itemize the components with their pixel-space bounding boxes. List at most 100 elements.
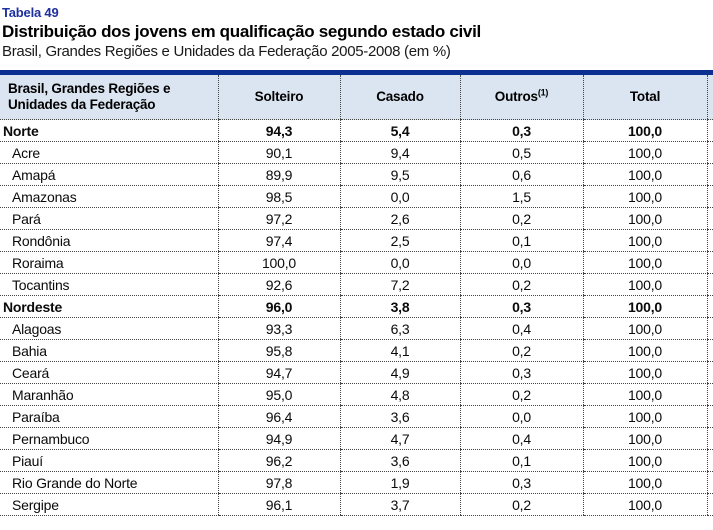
table-row: Sergipe 96,1 3,7 0,2 100,0 <box>0 493 713 516</box>
cell-solteiro: 97,8 <box>217 471 340 494</box>
table-row: Norte 94,3 5,4 0,3 100,0 <box>0 119 713 142</box>
column-header-total: Total <box>582 70 707 120</box>
table-row: Ceará 94,7 4,9 0,3 100,0 <box>0 361 713 384</box>
cell-filler <box>706 493 713 516</box>
row-region-name: Roraima <box>0 251 218 274</box>
cell-filler <box>706 229 713 252</box>
header-row: Brasil, Grandes Regiões e Unidades da Fe… <box>0 70 713 120</box>
row-region-name: Tocantins <box>0 273 218 296</box>
row-region-name: Rio Grande do Norte <box>0 471 218 494</box>
cell-solteiro: 98,5 <box>217 185 340 208</box>
table-row: Alagoas 93,3 6,3 0,4 100,0 <box>0 317 713 340</box>
cell-casado: 4,9 <box>339 361 460 384</box>
table-row: Amapá 89,9 9,5 0,6 100,0 <box>0 163 713 186</box>
row-region-name: Alagoas <box>0 317 218 340</box>
row-region-name: Pará <box>0 207 218 230</box>
cell-total: 100,0 <box>582 207 707 230</box>
cell-filler <box>706 273 713 296</box>
cell-outros: 0,3 <box>459 471 583 494</box>
cell-casado: 9,4 <box>339 141 460 164</box>
row-region-name: Ceará <box>0 361 218 384</box>
cell-solteiro: 92,6 <box>217 273 340 296</box>
row-region-name: Paraíba <box>0 405 218 428</box>
cell-filler <box>706 207 713 230</box>
cell-solteiro: 89,9 <box>217 163 340 186</box>
table-caption: Tabela 49 Distribuição dos jovens em qua… <box>0 0 713 61</box>
row-region-name: Nordeste <box>0 295 218 318</box>
cell-total: 100,0 <box>582 317 707 340</box>
cell-casado: 0,0 <box>339 185 460 208</box>
table-row: Piauí 96,2 3,6 0,1 100,0 <box>0 449 713 472</box>
cell-total: 100,0 <box>582 339 707 362</box>
cell-total: 100,0 <box>582 273 707 296</box>
cell-solteiro: 100,0 <box>217 251 340 274</box>
column-header-region: Brasil, Grandes Regiões e Unidades da Fe… <box>0 70 218 120</box>
table-row: Nordeste 96,0 3,8 0,3 100,0 <box>0 295 713 318</box>
cell-total: 100,0 <box>582 427 707 450</box>
cell-total: 100,0 <box>582 449 707 472</box>
table-title: Distribuição dos jovens em qualificação … <box>2 22 481 41</box>
cell-solteiro: 96,0 <box>217 295 340 318</box>
cell-filler <box>706 471 713 494</box>
cell-total: 100,0 <box>582 141 707 164</box>
cell-outros: 0,0 <box>459 251 583 274</box>
cell-filler <box>706 361 713 384</box>
table-row: Tocantins 92,6 7,2 0,2 100,0 <box>0 273 713 296</box>
table-row: Acre 90,1 9,4 0,5 100,0 <box>0 141 713 164</box>
cell-filler <box>706 251 713 274</box>
table-row: Pará 97,2 2,6 0,2 100,0 <box>0 207 713 230</box>
cell-solteiro: 94,9 <box>217 427 340 450</box>
cell-total: 100,0 <box>582 361 707 384</box>
cell-filler <box>706 141 713 164</box>
table-header: Brasil, Grandes Regiões e Unidades da Fe… <box>0 70 713 120</box>
cell-total: 100,0 <box>582 119 707 142</box>
cell-outros: 0,3 <box>459 361 583 384</box>
cell-casado: 3,6 <box>339 449 460 472</box>
row-region-name: Sergipe <box>0 493 218 516</box>
cell-casado: 4,8 <box>339 383 460 406</box>
cell-outros: 0,1 <box>459 229 583 252</box>
cell-casado: 5,4 <box>339 119 460 142</box>
column-header-casado: Casado <box>339 70 460 120</box>
cell-solteiro: 96,4 <box>217 405 340 428</box>
cell-casado: 7,2 <box>339 273 460 296</box>
statistics-table: Brasil, Grandes Regiões e Unidades da Fe… <box>0 70 713 516</box>
cell-casado: 2,6 <box>339 207 460 230</box>
cell-casado: 4,7 <box>339 427 460 450</box>
cell-solteiro: 97,2 <box>217 207 340 230</box>
cell-total: 100,0 <box>582 471 707 494</box>
table-row: Bahia 95,8 4,1 0,2 100,0 <box>0 339 713 362</box>
cell-total: 100,0 <box>582 493 707 516</box>
cell-outros: 0,2 <box>459 339 583 362</box>
cell-outros: 0,6 <box>459 163 583 186</box>
table-row: Maranhão 95,0 4,8 0,2 100,0 <box>0 383 713 406</box>
column-header-outros-label: Outros <box>494 89 538 104</box>
cell-casado: 9,5 <box>339 163 460 186</box>
cell-outros: 0,0 <box>459 405 583 428</box>
table-subtitle: Brasil, Grandes Regiões e Unidades da Fe… <box>2 43 451 60</box>
cell-filler <box>706 383 713 406</box>
cell-solteiro: 97,4 <box>217 229 340 252</box>
row-region-name: Pernambuco <box>0 427 218 450</box>
row-region-name: Piauí <box>0 449 218 472</box>
cell-filler <box>706 119 713 142</box>
cell-filler <box>706 317 713 340</box>
row-region-name: Maranhão <box>0 383 218 406</box>
cell-outros: 1,5 <box>459 185 583 208</box>
cell-outros: 0,2 <box>459 273 583 296</box>
cell-casado: 3,6 <box>339 405 460 428</box>
cell-filler <box>706 295 713 318</box>
cell-casado: 4,1 <box>339 339 460 362</box>
row-region-name: Bahia <box>0 339 218 362</box>
row-region-name: Amazonas <box>0 185 218 208</box>
cell-total: 100,0 <box>582 405 707 428</box>
column-header-outros: Outros(1) <box>459 70 583 120</box>
cell-filler <box>706 449 713 472</box>
cell-filler <box>706 405 713 428</box>
cell-casado: 2,5 <box>339 229 460 252</box>
cell-outros: 0,3 <box>459 295 583 318</box>
column-header-solteiro: Solteiro <box>217 70 340 120</box>
cell-total: 100,0 <box>582 383 707 406</box>
cell-filler <box>706 339 713 362</box>
